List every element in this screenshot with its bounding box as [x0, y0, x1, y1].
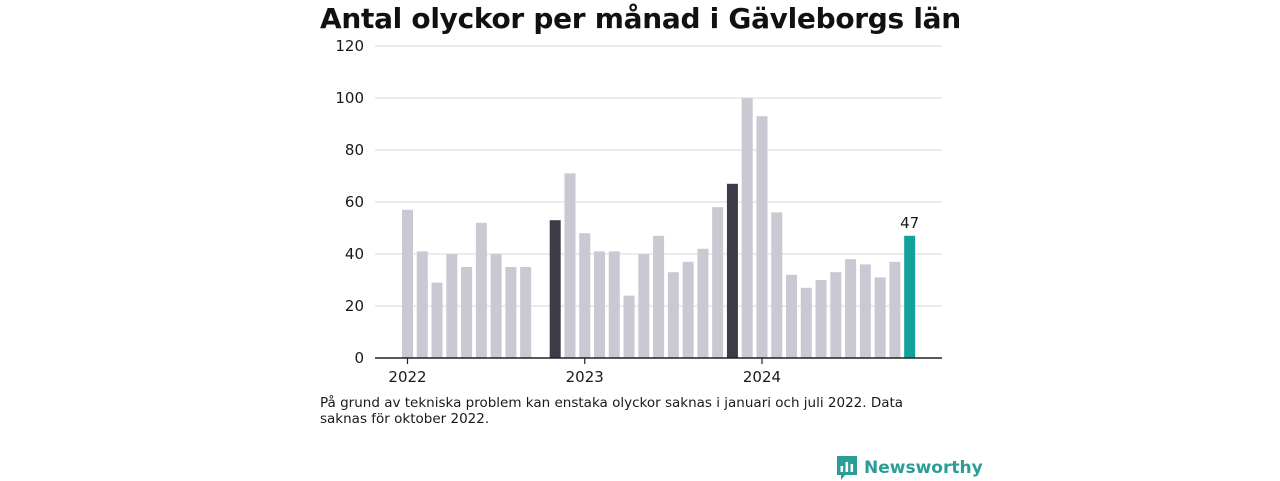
bar-chart: 0 20 40 60 80 100 120 2022 2023 2024 47 — [335, 37, 942, 386]
bar-2022-02[interactable] — [416, 251, 428, 358]
bar-2022-04[interactable] — [446, 254, 458, 358]
y-axis-ticks: 0 20 40 60 80 100 120 — [335, 37, 364, 367]
y-tick-label: 80 — [345, 141, 364, 159]
bar-2024-06[interactable] — [830, 272, 842, 358]
bar-2023-06[interactable] — [653, 235, 665, 358]
chart-title: Antal olyckor per månad i Gävleborgs län — [320, 2, 961, 35]
bar-2023-03[interactable] — [608, 251, 620, 358]
bar-2024-11[interactable] — [904, 235, 916, 358]
data-label: 47 — [900, 214, 919, 232]
annotations: 47 — [900, 214, 919, 232]
bar-2023-05[interactable] — [638, 254, 650, 358]
x-tick-label: 2023 — [566, 368, 604, 386]
bar-2023-09[interactable] — [697, 248, 709, 358]
bar-2022-11[interactable] — [549, 220, 561, 358]
bar-2024-07[interactable] — [845, 259, 857, 358]
bar-2024-08[interactable] — [859, 264, 871, 358]
bar-2022-01[interactable] — [402, 209, 413, 358]
bar-2023-12[interactable] — [741, 98, 753, 358]
bar-2022-06[interactable] — [475, 222, 487, 358]
y-tick-label: 0 — [354, 349, 364, 367]
bar-2024-01[interactable] — [756, 116, 768, 358]
footnote: På grund av tekniska problem kan enstaka… — [320, 395, 904, 427]
bar-2023-01[interactable] — [579, 233, 591, 358]
y-tick-label: 100 — [335, 89, 364, 107]
bar-2023-11[interactable] — [726, 183, 738, 358]
y-tick-label: 60 — [345, 193, 364, 211]
y-tick-label: 20 — [345, 297, 364, 315]
bar-2024-03[interactable] — [786, 274, 798, 358]
bar-2022-09[interactable] — [520, 267, 532, 358]
x-axis-ticks: 2022 2023 2024 — [388, 358, 781, 386]
bar-2023-02[interactable] — [594, 251, 606, 358]
bar-2024-04[interactable] — [800, 287, 812, 358]
bar-2022-05[interactable] — [461, 267, 473, 358]
bar-2022-07[interactable] — [490, 254, 502, 358]
newsworthy-logo[interactable]: Newsworthy — [836, 455, 983, 481]
x-tick-label: 2022 — [388, 368, 426, 386]
bar-2023-07[interactable] — [667, 272, 679, 358]
bar-2024-02[interactable] — [771, 212, 783, 358]
bar-2024-05[interactable] — [815, 280, 827, 358]
y-tick-label: 120 — [335, 37, 364, 55]
x-tick-label: 2024 — [743, 368, 781, 386]
bar-2022-08[interactable] — [505, 267, 517, 358]
bar-chart-speech-bubble-icon — [837, 456, 857, 480]
bar-2024-09[interactable] — [874, 277, 886, 358]
bar-2024-10[interactable] — [889, 261, 901, 358]
bar-2023-08[interactable] — [682, 261, 694, 358]
bar-2022-12[interactable] — [564, 173, 576, 358]
bar-2023-10[interactable] — [712, 207, 724, 358]
brand-name: Newsworthy — [864, 458, 983, 478]
bar-2022-03[interactable] — [431, 282, 443, 358]
bar-2023-04[interactable] — [623, 295, 635, 358]
y-tick-label: 40 — [345, 245, 364, 263]
bars — [375, 98, 942, 359]
